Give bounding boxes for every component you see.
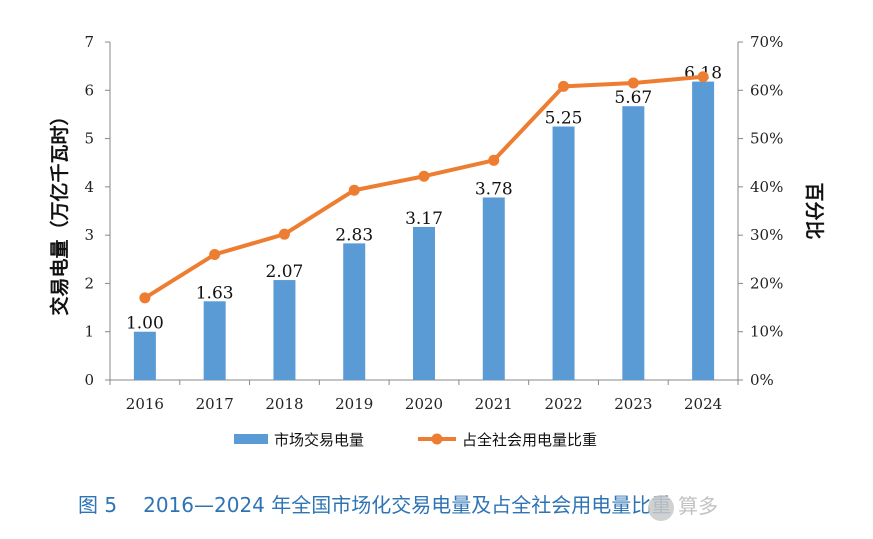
- y-tick-label: 0: [84, 371, 94, 389]
- x-tick-label: 2023: [614, 395, 652, 413]
- x-tick-label: 2016: [126, 395, 164, 413]
- figure-caption: 图 5 2016—2024 年全国市场化交易电量及占全社会用电量比重: [78, 489, 671, 518]
- y2-tick-label: 10%: [750, 323, 783, 341]
- line-point: [139, 292, 151, 304]
- watermark-text: 算多: [678, 494, 718, 518]
- bar: [413, 226, 435, 380]
- y2-tick-label: 40%: [750, 178, 783, 196]
- y2-tick-label: 30%: [750, 226, 783, 244]
- y2-tick-label: 0%: [750, 371, 774, 389]
- y-tick-label: 4: [84, 178, 94, 196]
- y-axis-title: 交易电量（万亿千瓦时）: [48, 106, 71, 315]
- legend-swatch-bar: [234, 434, 268, 444]
- bar: [622, 106, 645, 380]
- bar-data-label: 2.83: [335, 225, 373, 245]
- bar: [133, 331, 156, 380]
- y-tick-label: 5: [84, 130, 94, 148]
- x-tick-label: 2024: [684, 395, 722, 413]
- y2-axis-title: 百分比: [803, 182, 825, 239]
- watermark-logo-icon: [648, 494, 674, 521]
- figure-title: 2016—2024 年全国市场化交易电量及占全社会用电量比重: [143, 493, 672, 517]
- y-tick-label: 1: [84, 323, 94, 341]
- figure-number: 图 5: [78, 493, 118, 517]
- bar: [343, 243, 366, 380]
- watermark: 算多: [648, 490, 718, 521]
- x-tick-label: 2018: [265, 395, 303, 413]
- line-point: [697, 71, 709, 83]
- x-tick-label: 2021: [475, 395, 513, 413]
- x-tick-label: 2017: [196, 395, 234, 413]
- x-tick-label: 2022: [544, 395, 582, 413]
- line-point: [209, 248, 221, 260]
- legend-label-line: 占全社会用电量比重: [462, 431, 597, 449]
- bar: [552, 126, 575, 380]
- bar: [273, 280, 296, 380]
- bar-data-label: 5.25: [545, 109, 583, 129]
- bar-data-label: 1.00: [126, 314, 164, 334]
- y-tick-label: 7: [84, 33, 94, 51]
- y2-tick-label: 60%: [750, 81, 783, 99]
- line-point: [418, 170, 430, 182]
- bar-data-label: 2.07: [266, 262, 304, 282]
- line-point: [627, 77, 639, 89]
- bar-data-label: 3.78: [475, 179, 513, 199]
- bar: [203, 301, 226, 380]
- y2-tick-label: 70%: [750, 33, 783, 51]
- legend-label-bar: 市场交易电量: [274, 431, 364, 449]
- y-tick-label: 6: [84, 81, 94, 99]
- line-point: [488, 154, 500, 166]
- x-tick-label: 2019: [335, 395, 373, 413]
- y-tick-label: 2: [84, 274, 94, 292]
- y2-tick-label: 20%: [750, 274, 783, 292]
- line-point: [348, 184, 360, 196]
- bar-data-label: 5.67: [614, 88, 652, 108]
- legend-marker-line: [431, 433, 443, 445]
- bar-data-label: 1.63: [196, 283, 234, 303]
- x-tick-label: 2020: [405, 395, 443, 413]
- line-point: [558, 80, 570, 92]
- bar: [692, 81, 715, 380]
- line-point: [278, 228, 290, 240]
- y-tick-label: 3: [84, 226, 94, 244]
- bar-data-label: 3.17: [405, 209, 443, 229]
- y2-tick-label: 50%: [750, 130, 783, 148]
- bar: [482, 197, 505, 380]
